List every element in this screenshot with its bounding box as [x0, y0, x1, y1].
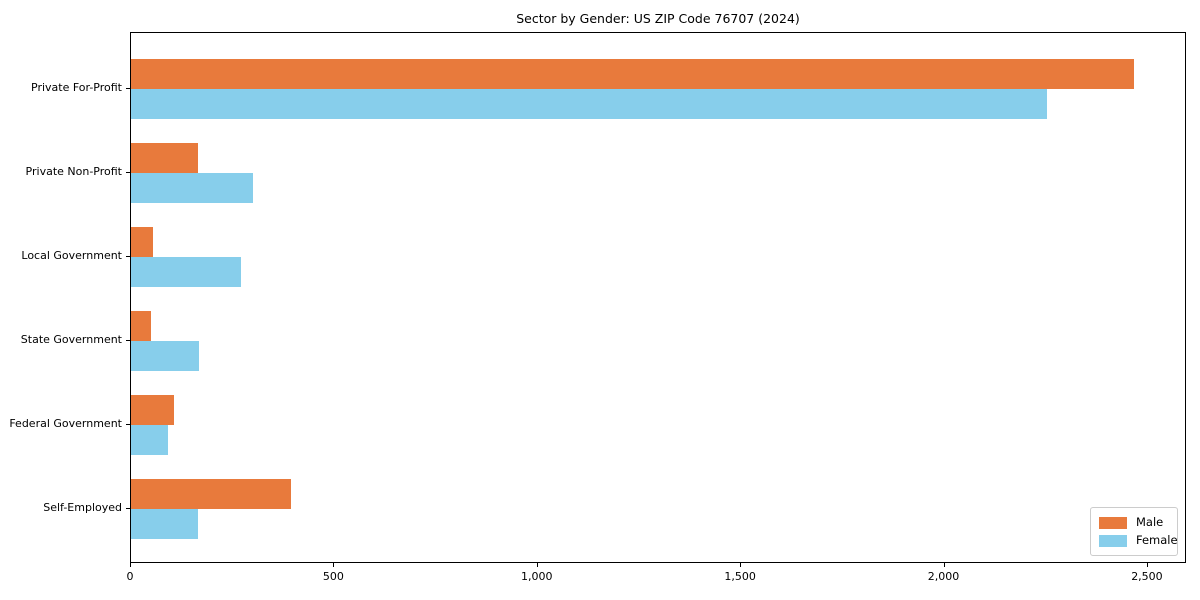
y-tick-label: Private For-Profit	[31, 81, 122, 94]
legend-item-male: Male	[1099, 516, 1169, 529]
male-bar	[131, 59, 1134, 89]
y-tick-mark	[126, 424, 130, 425]
x-tick-label: 2,500	[1131, 570, 1163, 583]
x-tick-mark	[333, 563, 335, 567]
y-tick-mark	[126, 172, 130, 173]
x-tick-mark	[1146, 563, 1148, 567]
male-bar	[131, 479, 292, 509]
female-bar	[131, 509, 198, 539]
male-bar	[131, 395, 174, 425]
y-tick-mark	[126, 340, 130, 341]
y-tick-mark	[126, 256, 130, 257]
y-tick-mark	[126, 88, 130, 89]
plot-area	[130, 32, 1186, 563]
x-tick-mark	[536, 563, 538, 567]
female-bar	[131, 341, 200, 371]
male-swatch	[1099, 516, 1127, 529]
x-tick-mark	[943, 563, 945, 567]
x-tick-label: 0	[126, 570, 134, 583]
x-tick-label: 2,000	[927, 570, 960, 583]
legend-label-female: Female	[1136, 533, 1178, 547]
female-swatch	[1099, 534, 1127, 547]
female-bar	[131, 173, 253, 203]
y-tick-label: Private Non-Profit	[25, 165, 122, 178]
y-tick-label: Federal Government	[9, 417, 122, 430]
x-tick-mark	[130, 563, 131, 567]
y-tick-label: Self-Employed	[43, 501, 122, 514]
x-tick-mark	[740, 563, 742, 567]
female-bar	[131, 89, 1047, 119]
legend: Male Female	[1090, 507, 1178, 556]
legend-item-female: Female	[1099, 534, 1178, 547]
y-tick-label: Local Government	[21, 249, 122, 262]
male-bar	[131, 227, 154, 257]
female-bar	[131, 425, 168, 455]
x-tick-label: 500	[322, 570, 344, 583]
male-bar	[131, 143, 198, 173]
y-tick-label: State Government	[20, 333, 122, 346]
legend-label-male: Male	[1136, 515, 1164, 529]
x-tick-label: 1,500	[724, 570, 756, 583]
female-bar	[131, 257, 241, 287]
chart-title: Sector by Gender: US ZIP Code 76707 (202…	[516, 11, 800, 26]
male-bar	[131, 311, 152, 341]
y-tick-mark	[126, 508, 130, 509]
x-tick-label: 1,000	[521, 570, 553, 583]
